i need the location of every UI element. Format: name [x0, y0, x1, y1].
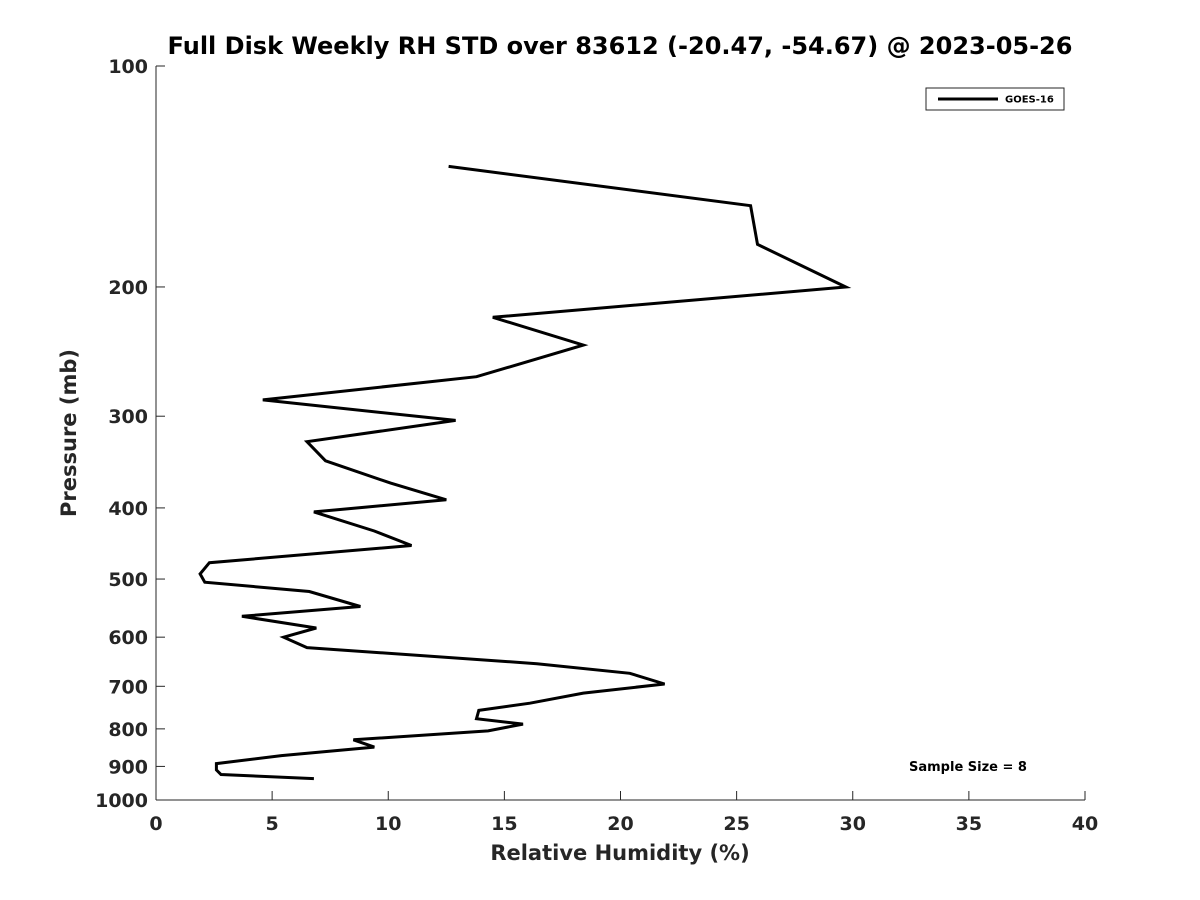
series-line-goes-16: [198, 164, 852, 781]
plot-area: 0 5 10 15 20 25 30 35 40 100 200 300 400 500 600 700 800…: [95, 56, 1098, 835]
x-tick-label: 10: [375, 813, 401, 835]
sample-size-annotation: Sample Size = 8: [909, 760, 1027, 775]
legend-label-goes-16: GOES-16: [1005, 95, 1054, 106]
x-tick-label: 15: [491, 813, 517, 835]
y-tick-label: 900: [108, 756, 148, 778]
chart-title: Full Disk Weekly RH STD over 83612 (-20.…: [168, 32, 1073, 60]
x-tick-label: 0: [149, 813, 162, 835]
y-tick-label: 700: [108, 676, 148, 698]
x-tick-label: 30: [840, 813, 866, 835]
y-tick-label: 400: [108, 498, 148, 520]
x-tick-label: 20: [607, 813, 633, 835]
y-tick-label: 1000: [95, 790, 148, 812]
x-tick-label: 5: [266, 813, 279, 835]
x-tick-label: 35: [956, 813, 982, 835]
y-axis-label: Pressure (mb): [57, 349, 81, 517]
y-tick-label: 800: [108, 719, 148, 741]
y-tick-label: 500: [108, 569, 148, 591]
y-tick-label: 200: [108, 277, 148, 299]
y-tick-label: 300: [108, 406, 148, 428]
y-tick-label: 100: [108, 56, 148, 78]
x-tick-label: 40: [1072, 813, 1098, 835]
x-tick-label: 25: [723, 813, 749, 835]
legend: GOES-16: [925, 87, 1065, 111]
y-tick-label: 600: [108, 627, 148, 649]
x-axis-label: Relative Humidity (%): [490, 841, 749, 865]
